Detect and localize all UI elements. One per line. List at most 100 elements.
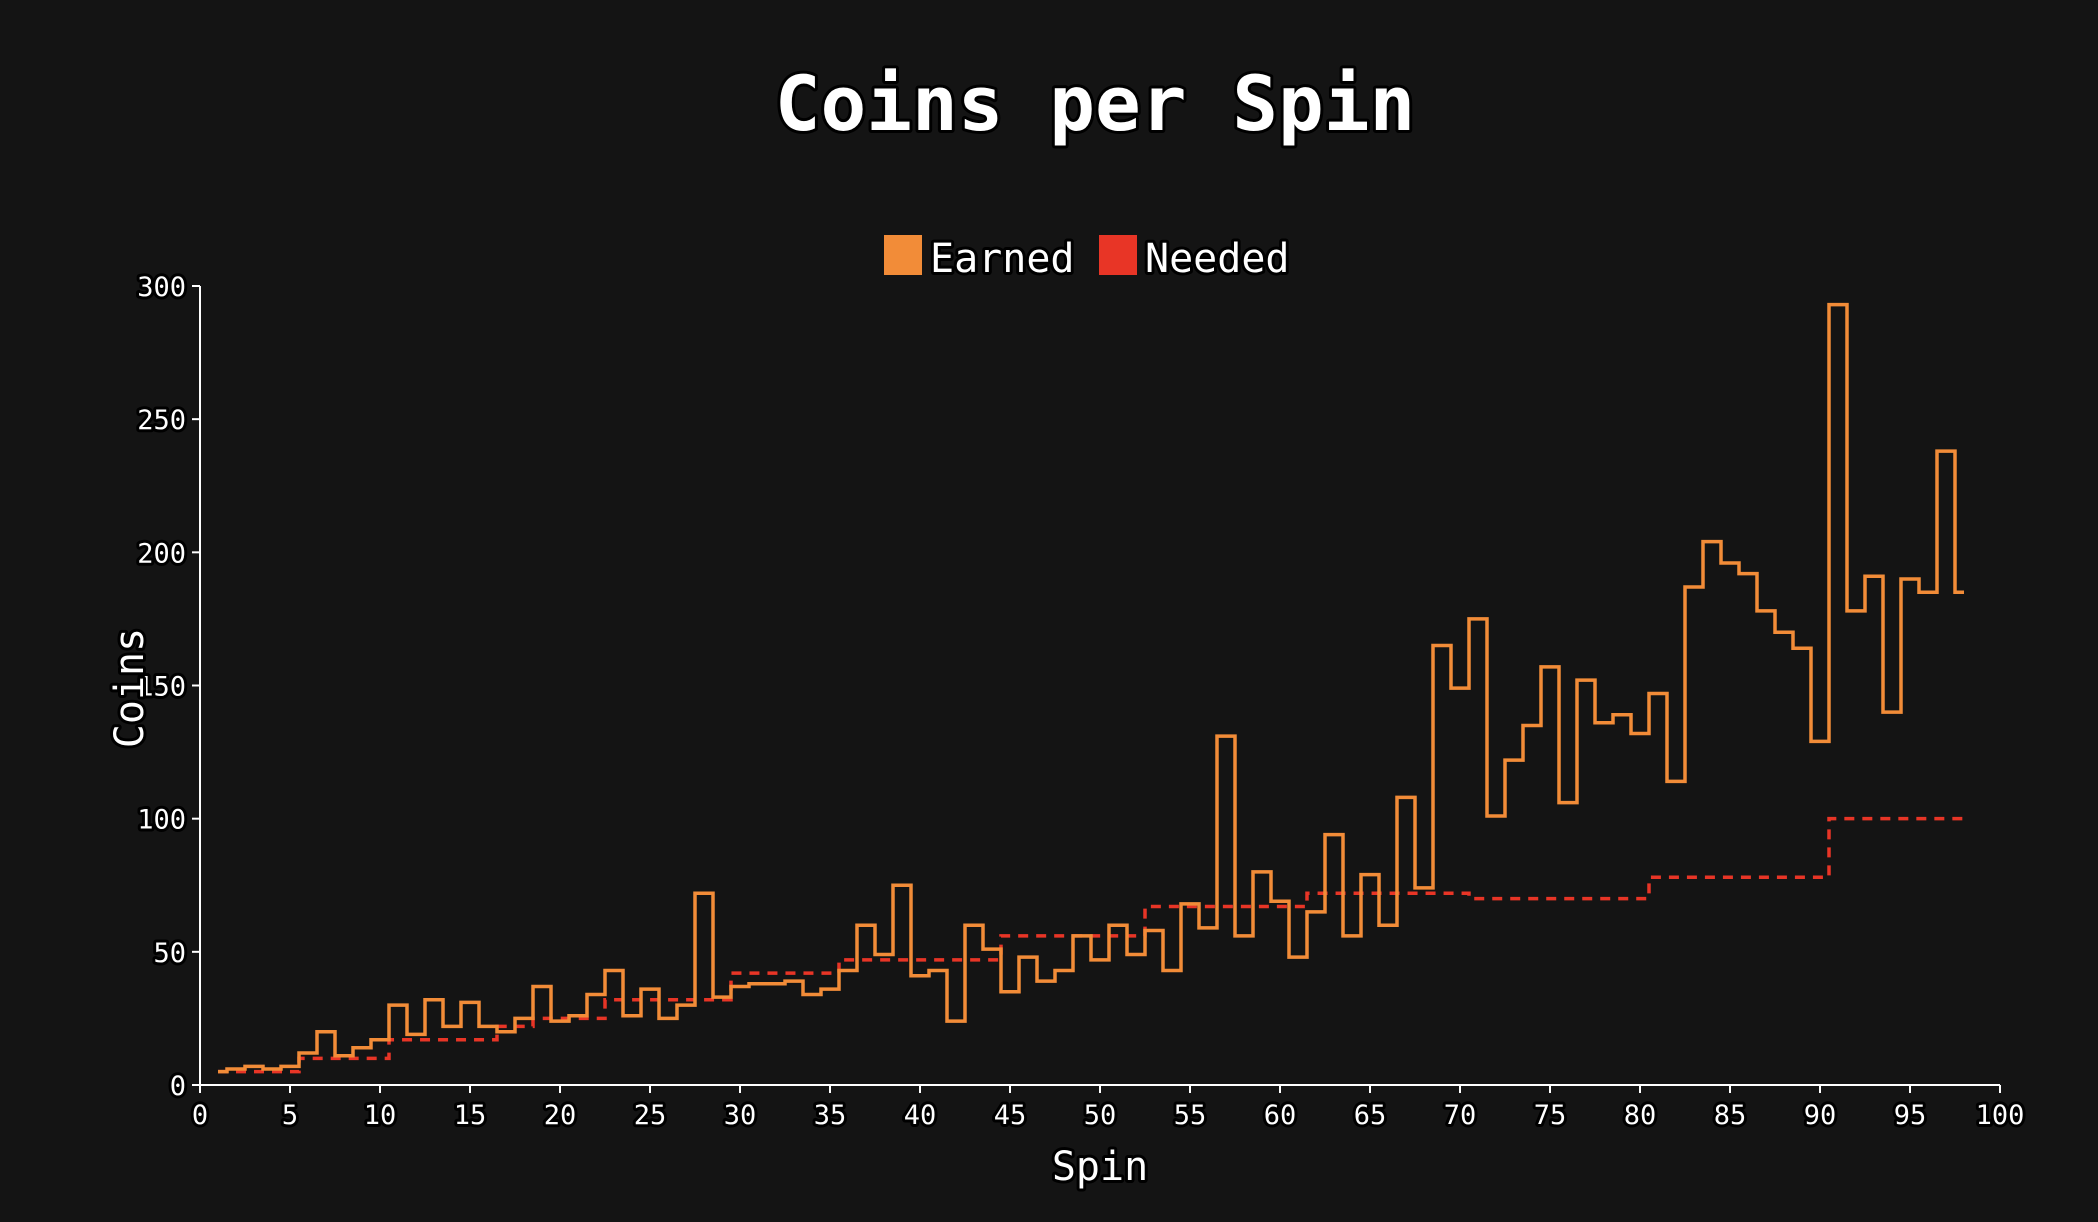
data-point-earned bbox=[1116, 923, 1120, 927]
y-tick-label: 100 bbox=[137, 805, 186, 836]
data-point-earned bbox=[648, 987, 652, 991]
y-tick-label: 150 bbox=[137, 672, 186, 703]
data-point-needed bbox=[738, 971, 742, 975]
data-point-needed bbox=[396, 1038, 400, 1042]
data-point-earned bbox=[756, 982, 760, 986]
data-point-earned bbox=[540, 984, 544, 988]
data-point-earned bbox=[774, 982, 778, 986]
data-point-needed bbox=[414, 1038, 418, 1042]
data-point-needed bbox=[1566, 897, 1570, 901]
data-point-earned bbox=[1332, 833, 1336, 837]
data-point-earned bbox=[936, 968, 940, 972]
data-point-needed bbox=[1026, 934, 1030, 938]
data-point-needed bbox=[540, 1016, 544, 1020]
data-point-earned bbox=[1062, 968, 1066, 972]
data-point-earned bbox=[486, 1024, 490, 1028]
data-point-needed bbox=[1170, 905, 1174, 909]
data-point-earned bbox=[990, 947, 994, 951]
y-tick-label: 50 bbox=[153, 938, 186, 969]
data-point-earned bbox=[522, 1016, 526, 1020]
data-point-earned bbox=[1026, 955, 1030, 959]
data-point-earned bbox=[792, 979, 796, 983]
data-point-needed bbox=[1854, 817, 1858, 821]
x-tick-label: 15 bbox=[454, 1100, 487, 1131]
data-point-earned bbox=[1962, 590, 1966, 594]
data-point-needed bbox=[1206, 905, 1210, 909]
data-point-needed bbox=[1224, 905, 1228, 909]
data-point-earned bbox=[414, 1032, 418, 1036]
data-point-needed bbox=[882, 958, 886, 962]
x-tick-label: 90 bbox=[1804, 1100, 1837, 1131]
data-point-needed bbox=[1134, 934, 1138, 938]
data-point-needed bbox=[1620, 897, 1624, 901]
data-point-needed bbox=[1962, 817, 1966, 821]
data-point-earned bbox=[1926, 590, 1930, 594]
data-point-needed bbox=[1638, 897, 1642, 901]
data-point-needed bbox=[972, 958, 976, 962]
data-point-needed bbox=[900, 958, 904, 962]
data-point-needed bbox=[1836, 817, 1840, 821]
data-point-earned bbox=[378, 1038, 382, 1042]
data-point-earned bbox=[306, 1051, 310, 1055]
data-point-needed bbox=[1242, 905, 1246, 909]
x-tick-label: 55 bbox=[1174, 1100, 1207, 1131]
data-point-needed bbox=[1152, 905, 1156, 909]
data-point-needed bbox=[1602, 897, 1606, 901]
data-point-needed bbox=[648, 998, 652, 1002]
data-point-needed bbox=[1404, 891, 1408, 895]
data-point-earned bbox=[1368, 873, 1372, 877]
data-point-needed bbox=[1584, 897, 1588, 901]
data-point-needed bbox=[954, 958, 958, 962]
data-point-needed bbox=[1116, 934, 1120, 938]
data-point-earned bbox=[1224, 734, 1228, 738]
data-point-earned bbox=[1854, 609, 1858, 613]
data-point-needed bbox=[1278, 905, 1282, 909]
data-point-needed bbox=[1512, 897, 1516, 901]
legend-label-needed: Needed bbox=[1145, 236, 1290, 282]
data-point-needed bbox=[1458, 891, 1462, 895]
data-point-earned bbox=[1404, 795, 1408, 799]
data-point-earned bbox=[270, 1067, 274, 1071]
x-tick-label: 10 bbox=[364, 1100, 397, 1131]
x-tick-label: 35 bbox=[814, 1100, 847, 1131]
y-ticks: 0 50 100 150 200 250 300 bbox=[134, 269, 200, 1105]
data-point-earned bbox=[324, 1030, 328, 1034]
data-point-earned bbox=[576, 1014, 580, 1018]
data-point-needed bbox=[792, 971, 796, 975]
data-point-earned bbox=[1206, 926, 1210, 930]
data-point-needed bbox=[774, 971, 778, 975]
data-point-needed bbox=[1044, 934, 1048, 938]
data-point-earned bbox=[1872, 574, 1876, 578]
data-point-earned bbox=[810, 992, 814, 996]
x-tick-label: 60 bbox=[1264, 1100, 1297, 1131]
series-line-needed bbox=[218, 816, 1964, 1074]
data-point-needed bbox=[1800, 875, 1804, 879]
data-point-needed bbox=[1926, 817, 1930, 821]
data-point-earned bbox=[558, 1019, 562, 1023]
data-point-needed bbox=[378, 1056, 382, 1060]
data-point-earned bbox=[720, 995, 724, 999]
data-point-needed bbox=[630, 998, 634, 1002]
data-point-needed bbox=[846, 958, 850, 962]
data-point-earned bbox=[1422, 886, 1426, 890]
data-point-needed bbox=[324, 1056, 328, 1060]
data-point-needed bbox=[1710, 875, 1714, 879]
data-point-needed bbox=[810, 971, 814, 975]
data-point-needed bbox=[1548, 897, 1552, 901]
data-point-earned bbox=[1548, 665, 1552, 669]
data-point-needed bbox=[1062, 934, 1066, 938]
data-point-needed bbox=[288, 1070, 292, 1074]
data-point-earned bbox=[396, 1003, 400, 1007]
data-point-needed bbox=[1872, 817, 1876, 821]
x-tick-label: 0 bbox=[192, 1100, 208, 1131]
data-point-earned bbox=[468, 1000, 472, 1004]
x-tick-label: 85 bbox=[1714, 1100, 1747, 1131]
x-tick-label: 75 bbox=[1534, 1100, 1567, 1131]
data-point-earned bbox=[1764, 609, 1768, 613]
x-tick-label: 30 bbox=[724, 1100, 757, 1131]
x-tick-label: 5 bbox=[282, 1100, 298, 1131]
y-tick-label: 0 bbox=[170, 1071, 186, 1102]
data-point-needed bbox=[504, 1024, 508, 1028]
data-point-earned bbox=[1782, 630, 1786, 634]
